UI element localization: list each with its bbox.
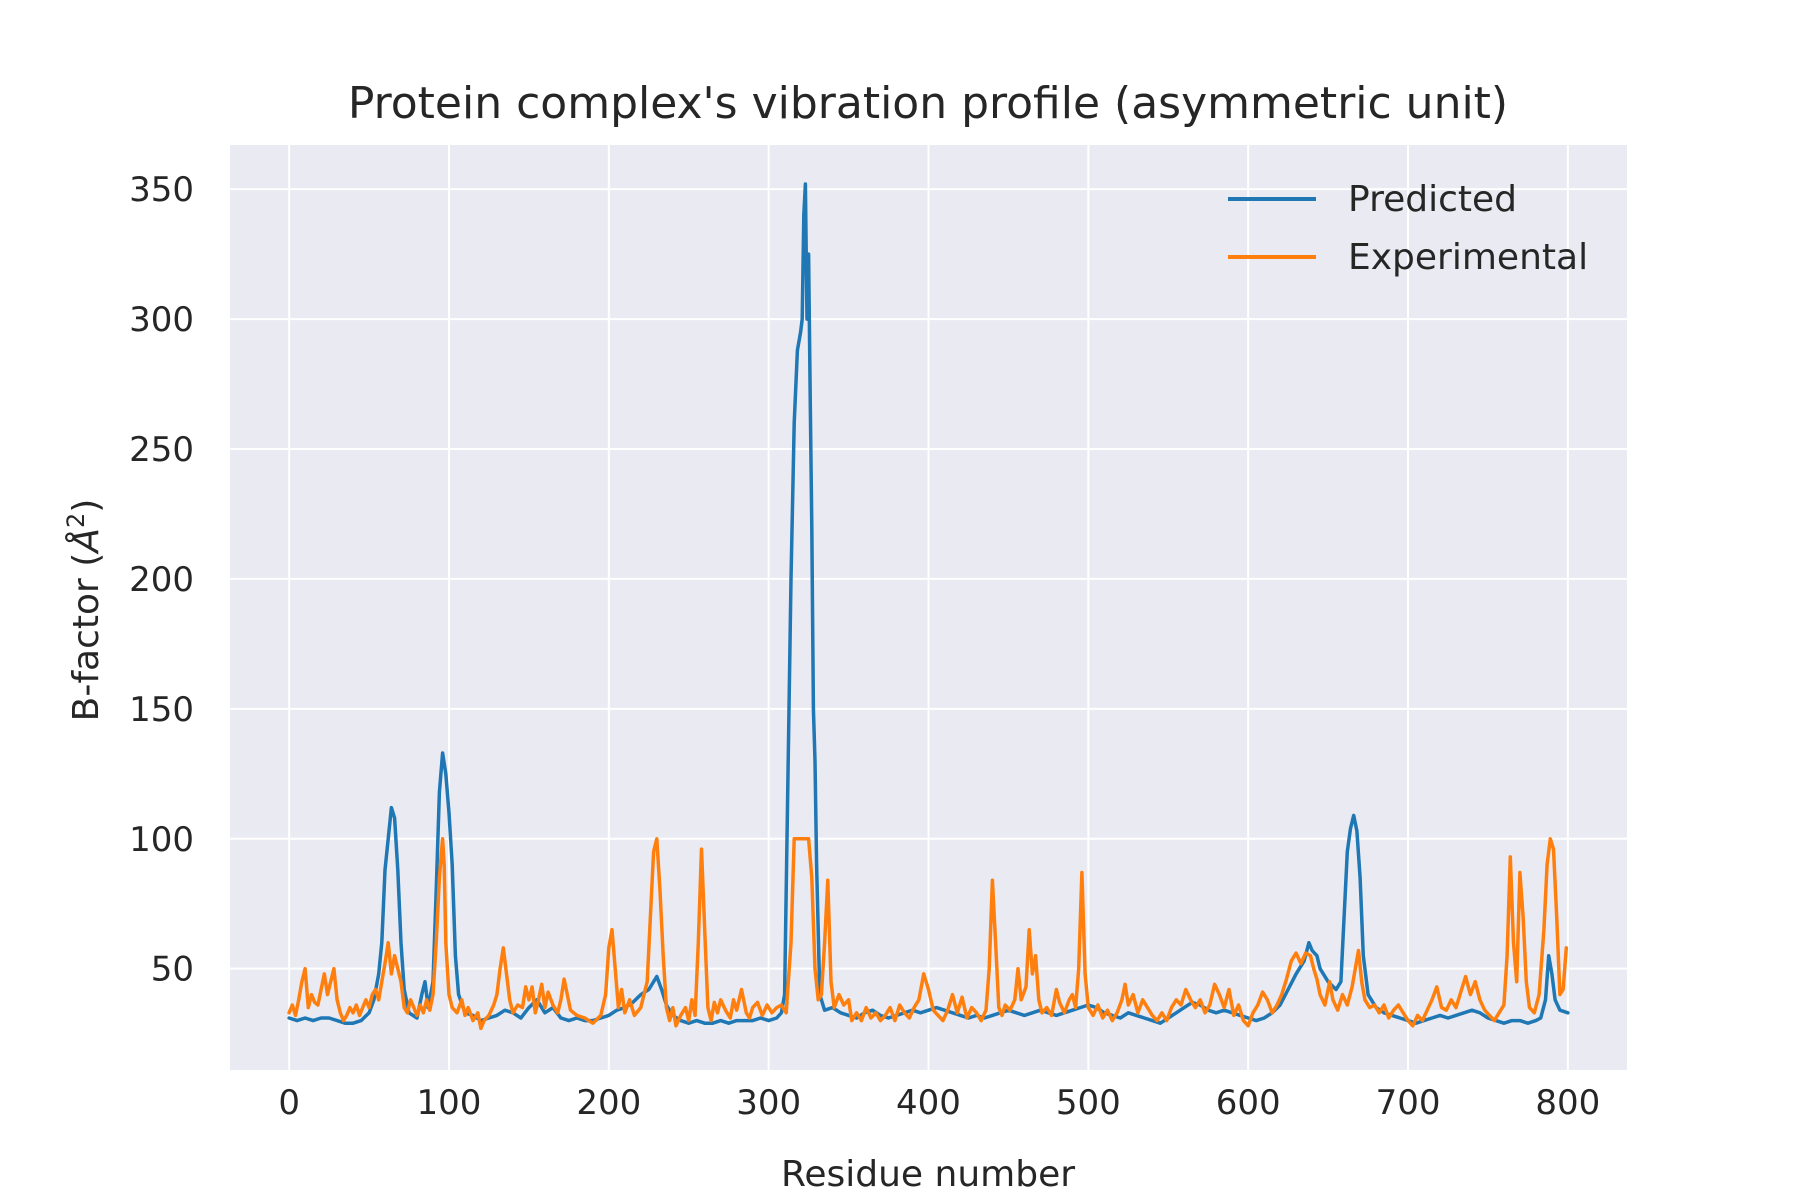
x-tick-label: 700 [1376,1083,1441,1123]
y-axis-label-prefix: B-factor ( [66,553,107,722]
y-axis-label-unit: Å [64,528,107,555]
y-tick-label: 200 [129,560,194,600]
legend-label-experimental: Experimental [1348,237,1588,278]
series-line-predicted [287,182,1570,1025]
series-line-experimental [287,837,1569,1031]
y-axis-label-suffix: ) [66,499,107,513]
y-axis-label: B-factor (Å2) [62,499,107,722]
chart-title: Protein complex's vibration profile (asy… [348,78,1508,129]
legend-label-predicted: Predicted [1348,179,1517,220]
y-tick-label: 150 [129,690,194,730]
x-tick-label: 0 [278,1083,300,1123]
y-tick-label: 50 [151,950,194,990]
grid-lines [230,145,1627,1070]
x-tick-label: 400 [896,1083,961,1123]
y-tick-label: 250 [129,430,194,470]
y-tick-label: 100 [129,820,194,860]
x-tick-label: 100 [417,1083,482,1123]
y-tick-labels: 50 100 150 200 250 300 350 [129,170,194,989]
x-tick-label: 600 [1216,1083,1281,1123]
y-axis-label-exponent: 2 [62,513,90,528]
x-tick-labels: 0 100 200 300 400 500 600 700 800 [278,1083,1600,1123]
x-tick-label: 300 [736,1083,801,1123]
x-axis-label: Residue number [781,1154,1075,1195]
legend: Predicted Experimental [1228,179,1588,278]
y-tick-label: 350 [129,170,194,210]
y-tick-label: 300 [129,300,194,340]
x-tick-label: 500 [1056,1083,1121,1123]
x-tick-label: 800 [1535,1083,1600,1123]
series-lines [287,182,1570,1031]
x-tick-label: 200 [576,1083,641,1123]
